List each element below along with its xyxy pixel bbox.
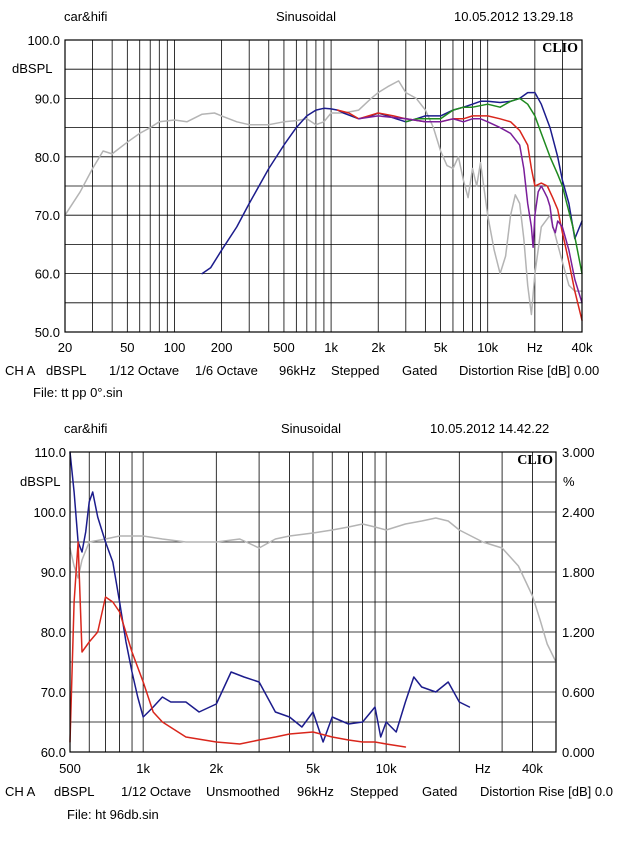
chart2-y-axis-label: dBSPL — [20, 474, 61, 489]
chart2-status-gated: Gated — [422, 784, 458, 799]
x-tick-label: 40k — [522, 761, 543, 776]
x-tick-label: 500 — [59, 761, 81, 776]
chart1-file: File: tt pp 0°.sin — [33, 385, 123, 400]
y2-tick-label: 1.200 — [562, 625, 595, 640]
y2-tick-label: 0.600 — [562, 685, 595, 700]
x-tick-label: Hz — [475, 761, 491, 776]
x-tick-label: 1k — [324, 340, 338, 355]
chart-1-grid — [65, 40, 582, 332]
chart1-status-distortion: Distortion Rise [dB] 0.00 — [459, 363, 600, 378]
chart2-status-distortion: Distortion Rise [dB] 0.0 — [480, 784, 613, 799]
y-tick-label: 70.0 — [41, 685, 66, 700]
chart1-header-right: 10.05.2012 13.29.18 — [454, 9, 574, 24]
chart-2-series-grey — [69, 517, 557, 663]
x-tick-label: 50 — [120, 340, 134, 355]
y-tick-label: 80.0 — [35, 150, 60, 165]
x-tick-label: 2k — [209, 761, 223, 776]
y2-tick-label: 1.800 — [562, 565, 595, 580]
x-tick-label: 200 — [211, 340, 233, 355]
y-tick-label: 60.0 — [35, 267, 60, 282]
x-tick-label: 10k — [376, 761, 397, 776]
x-tick-label: 5k — [306, 761, 320, 776]
chart-2-grid — [70, 452, 556, 752]
y-tick-label: 60.0 — [41, 745, 66, 760]
chart1-status-gated: Gated — [402, 363, 438, 378]
chart1-status-ch: CH A — [5, 363, 36, 378]
chart2-status-rate: 96kHz — [297, 784, 334, 799]
x-tick-label: 10k — [477, 340, 498, 355]
y2-tick-label: 0.000 — [562, 745, 595, 760]
y-tick-label: 110.0 — [34, 445, 66, 460]
y-tick-label: 50.0 — [35, 325, 60, 340]
clio-logo: CLIO — [542, 41, 578, 56]
chart1-status-smoothing: 1/12 Octave — [109, 363, 180, 378]
x-tick-label: 2k — [371, 340, 385, 355]
chart1-status-mode: Stepped — [331, 363, 380, 378]
x-tick-label: 100 — [164, 340, 186, 355]
chart2-status-smoothing2: Unsmoothed — [206, 784, 280, 799]
clio-logo: CLIO — [517, 453, 553, 468]
chart-1-series-grey — [64, 80, 583, 316]
chart-2: 110.0 100.0 90.0 80.0 70.0 60.0 3.000 2.400 1.80… — [33, 445, 594, 776]
x-tick-label: Hz — [527, 340, 543, 355]
x-tick-label: 500 — [273, 340, 295, 355]
chart-1-plot-frame — [64, 39, 583, 333]
y2-tick-label: 2.400 — [562, 505, 595, 520]
chart2-status-ch: CH A — [5, 784, 36, 799]
chart1-header-left: car&hifi — [64, 9, 108, 24]
y-tick-label: 90.0 — [35, 91, 60, 106]
x-tick-label: 5k — [434, 340, 448, 355]
chart2-y2-axis-label: % — [563, 474, 575, 489]
chart-1-series-red — [336, 109, 583, 322]
chart1-status-unit: dBSPL — [46, 363, 87, 378]
chart2-header-center: Sinusoidal — [281, 421, 341, 436]
y-tick-label: 90.0 — [41, 565, 66, 580]
chart2-header-right: 10.05.2012 14.42.22 — [430, 421, 550, 436]
y-tick-label: 70.0 — [35, 208, 60, 223]
chart2-status-mode: Stepped — [350, 784, 399, 799]
chart-2-series-blue — [69, 451, 471, 743]
y-tick-label: 100.0 — [27, 33, 60, 48]
x-tick-label: 40k — [572, 340, 593, 355]
chart-1-series-green — [405, 97, 583, 275]
chart1-status-smoothing2: 1/6 Octave — [195, 363, 258, 378]
chart-2-plot-frame — [69, 451, 557, 753]
y-tick-label: 80.0 — [41, 625, 66, 640]
chart2-header-left: car&hifi — [64, 421, 108, 436]
chart2-status-smoothing: 1/12 Octave — [121, 784, 192, 799]
chart2-file: File: ht 96db.sin — [67, 807, 159, 822]
chart-1: 100.0 90.0 80.0 70.0 60.0 50.020 50 100 200 500 1k… — [27, 33, 593, 355]
y2-tick-label: 3.000 — [562, 445, 595, 460]
x-tick-label: 1k — [136, 761, 150, 776]
chart1-y-axis-label: dBSPL — [12, 61, 53, 76]
chart1-status-rate: 96kHz — [279, 363, 316, 378]
chart1-header-center: Sinusoidal — [276, 9, 336, 24]
chart-1-series-purple — [357, 115, 583, 304]
chart-2-series-red — [69, 541, 407, 748]
chart2-status-unit: dBSPL — [54, 784, 95, 799]
y-tick-label: 100.0 — [33, 505, 66, 520]
x-tick-label: 20 — [58, 340, 72, 355]
